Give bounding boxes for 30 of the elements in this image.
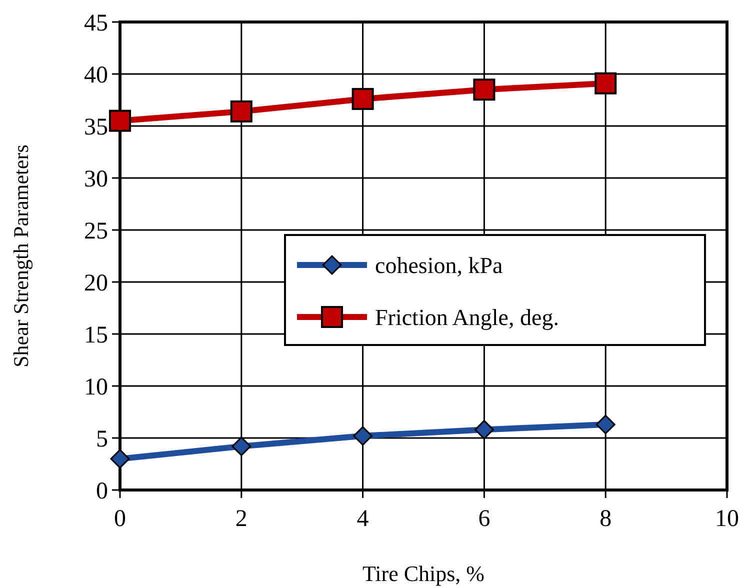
y-tick-label: 45 (84, 10, 108, 36)
y-tick-label: 35 (84, 114, 108, 140)
point (109, 110, 131, 132)
x-tick-label: 0 (114, 506, 126, 532)
y-tick-label: 30 (84, 166, 108, 192)
x-tick-label: 8 (600, 506, 612, 532)
y-tick-label: 10 (84, 374, 108, 400)
y-tick-label: 25 (84, 218, 108, 244)
legend-label: cohesion, kPa (375, 253, 503, 278)
point (594, 72, 617, 94)
point (230, 100, 252, 122)
point (596, 414, 616, 434)
x-tick-label: 4 (356, 506, 369, 532)
point (474, 420, 494, 440)
x-tick-label: 2 (235, 506, 248, 532)
y-tick-label: 0 (96, 478, 108, 504)
legend-label: Friction Angle, deg. (375, 305, 559, 330)
x-axis-title: Tire Chips, % (362, 561, 485, 586)
y-axis-title: Shear Strength Parameters (9, 144, 33, 368)
y-tick-label: 15 (84, 322, 108, 348)
point (352, 88, 374, 110)
x-tick-label: 6 (478, 506, 490, 532)
x-tick-label: 10 (715, 506, 739, 532)
point (110, 449, 130, 469)
point (473, 78, 496, 101)
y-tick-label: 5 (96, 426, 108, 452)
y-tick-label: 40 (84, 62, 108, 88)
y-tick-label: 20 (84, 270, 108, 296)
point (353, 426, 373, 446)
point (232, 436, 252, 456)
